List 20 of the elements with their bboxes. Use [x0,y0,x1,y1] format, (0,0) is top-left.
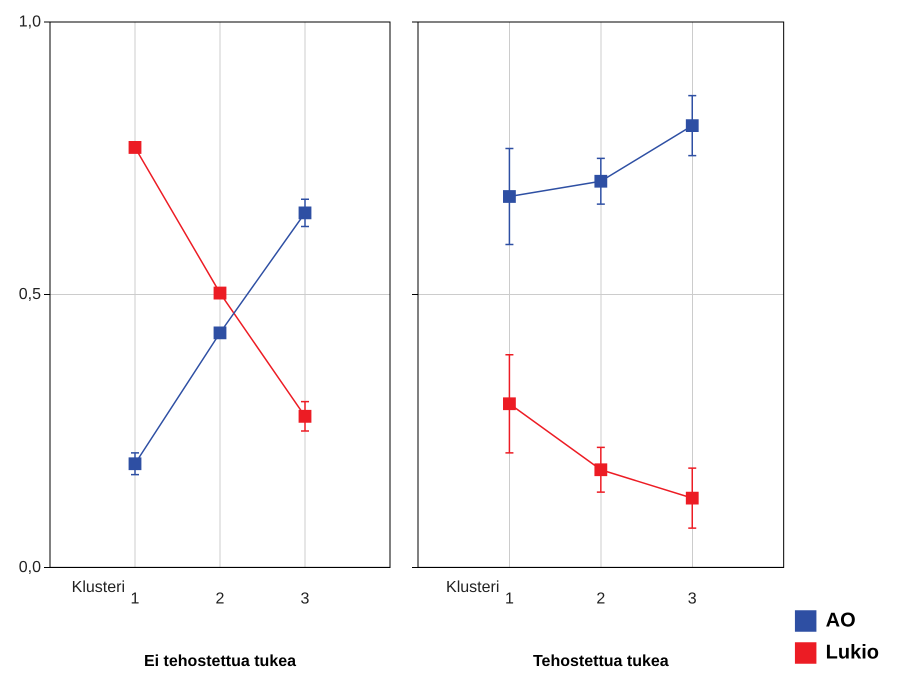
x-tick-label: 1 [504,590,514,608]
point [214,286,226,300]
x-axis-title: Tehostettua tukea [532,652,669,670]
point [214,326,226,340]
y-tick-label: 0,0 [18,558,42,576]
x-tick-label: 3 [688,590,697,608]
x-tick-label: 2 [596,590,606,608]
x-tick-label: 1 [130,590,140,608]
text: Klusteri [446,578,500,596]
point [503,190,516,203]
y-tick-label: 1,0 [18,13,42,30]
text: Klusteri [72,578,125,596]
y-tick-label: 0,5 [18,286,42,304]
x-tick-label: 2 [216,590,225,608]
point [298,206,312,220]
x-tick-label: 3 [300,590,310,608]
x-axis-title: Ei tehostettua tukea [144,652,296,670]
legend-label: AO [826,610,856,632]
legend-label: Lukio [826,642,880,664]
point [128,141,142,154]
